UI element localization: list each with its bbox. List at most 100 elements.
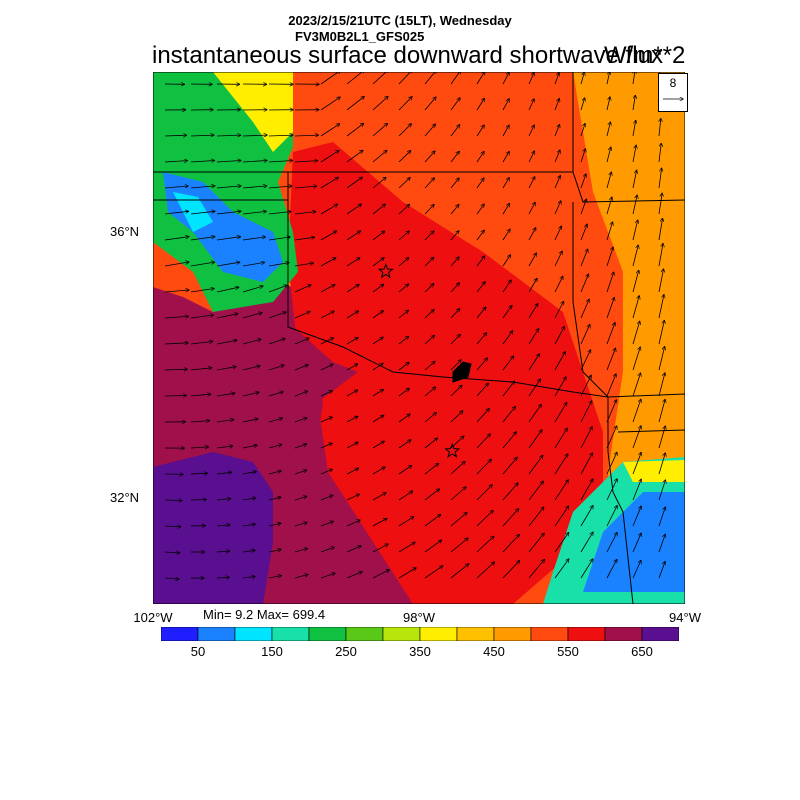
wind-arrow: [554, 506, 569, 527]
colorbar-swatch: [197, 627, 236, 641]
wind-arrow: [398, 258, 409, 267]
wind-arrow: [502, 204, 510, 215]
wind-arrow: [294, 549, 307, 553]
wind-arrow: [372, 337, 383, 345]
wind-arrow: [164, 578, 179, 579]
wind-arrow: [216, 525, 230, 526]
wind-arrow: [372, 311, 383, 319]
wind-arrow: [216, 262, 240, 267]
wind-arrow: [632, 533, 641, 553]
wind-arrow: [502, 356, 514, 371]
wind-arrow: [242, 472, 256, 475]
wind-arrow: [242, 550, 255, 552]
wind-arrow: [502, 561, 520, 579]
wind-arrow: [190, 447, 208, 448]
wind-arrow: [190, 394, 211, 396]
wind-arrow: [346, 150, 363, 163]
wind-arrow: [450, 487, 466, 501]
colorbar-tick-label: 150: [261, 644, 283, 659]
wind-arrow: [606, 560, 617, 579]
star-marker: [444, 442, 461, 458]
wind-arrow: [242, 392, 259, 397]
wind-arrow: [346, 231, 360, 241]
colorbar-swatch: [530, 627, 569, 641]
wind-arrow: [450, 257, 459, 267]
markers: [377, 263, 461, 458]
wind-arrow: [398, 388, 409, 397]
wind-arrow: [398, 97, 412, 111]
wind-arrow: [606, 348, 616, 371]
wind-arrow: [528, 430, 542, 449]
wind-arrow: [554, 480, 568, 501]
wind-arrow: [476, 178, 484, 189]
wind-arrow: [554, 428, 567, 449]
wind-arrow: [554, 276, 563, 293]
colorbar-swatch: [604, 627, 643, 641]
wind-arrow: [164, 211, 188, 215]
wind-arrow: [346, 520, 360, 527]
wind-arrow: [268, 161, 292, 163]
wind-arrow: [268, 212, 291, 215]
wind-arrow: [294, 237, 314, 241]
wind-arrow: [268, 523, 281, 527]
colorbar-tick-label: 550: [557, 644, 579, 659]
wind-arrow: [164, 161, 187, 162]
wind-arrow: [606, 122, 610, 137]
wind-arrow: [476, 460, 491, 475]
wind-arrow: [346, 546, 361, 553]
state-boundaries: [153, 72, 685, 604]
wind-arrow: [632, 271, 639, 293]
wind-arrow: [554, 176, 560, 189]
wind-arrow: [476, 358, 487, 371]
wind-arrow: [632, 347, 640, 371]
wind-arrow: [528, 533, 544, 553]
wind-arrow: [632, 296, 639, 319]
wind-arrow: [398, 337, 409, 345]
wind-arrow: [502, 381, 514, 397]
wind-arrow: [320, 495, 333, 501]
wind-arrow: [450, 462, 465, 475]
wind-arrow: [164, 396, 186, 397]
wind-arrow: [216, 135, 241, 136]
wind-arrow: [476, 152, 484, 163]
wind-arrow: [242, 366, 260, 371]
wind-arrow: [294, 575, 308, 579]
wind-vectors: [164, 72, 665, 579]
wind-arrow: [216, 186, 241, 189]
wind-arrow: [190, 237, 215, 241]
wind-arrow: [242, 524, 255, 526]
wind-arrow: [632, 170, 637, 189]
wind-arrow: [476, 230, 484, 241]
wind-arrow: [580, 174, 586, 189]
wind-arrow: [190, 262, 214, 267]
wind-arrow: [580, 274, 588, 293]
wind-arrow: [320, 469, 332, 475]
wind-arrow: [502, 457, 517, 475]
wind-arrow: [580, 350, 591, 371]
cloud-region-nw-cyan: [173, 192, 213, 232]
wind-arrow: [372, 284, 384, 293]
wind-arrow: [346, 572, 362, 579]
wind-arrow: [606, 479, 617, 501]
wind-arrow: [632, 506, 641, 527]
lat-label: 36°N: [110, 223, 140, 239]
wind-arrow: [658, 219, 663, 241]
wind-arrow: [658, 295, 664, 319]
wind-arrow: [346, 177, 362, 189]
wind-arrow: [658, 144, 661, 163]
wind-arrow: [268, 471, 281, 475]
wind-arrow: [320, 573, 335, 579]
wind-arrow: [450, 178, 459, 189]
wind-arrow: [320, 311, 334, 319]
wind-arrow: [424, 540, 442, 553]
colorbar-tick-label: 450: [483, 644, 505, 659]
wind-arrow: [424, 97, 436, 111]
cloud-region-se-blue: [583, 492, 685, 592]
wind-arrow: [528, 481, 543, 501]
wind-arrow: [606, 374, 616, 397]
wind-arrow: [580, 453, 593, 475]
wind-arrow: [216, 577, 229, 578]
wind-arrow: [216, 393, 235, 397]
wind-arrow: [632, 373, 641, 397]
wind-arrow: [606, 298, 614, 319]
